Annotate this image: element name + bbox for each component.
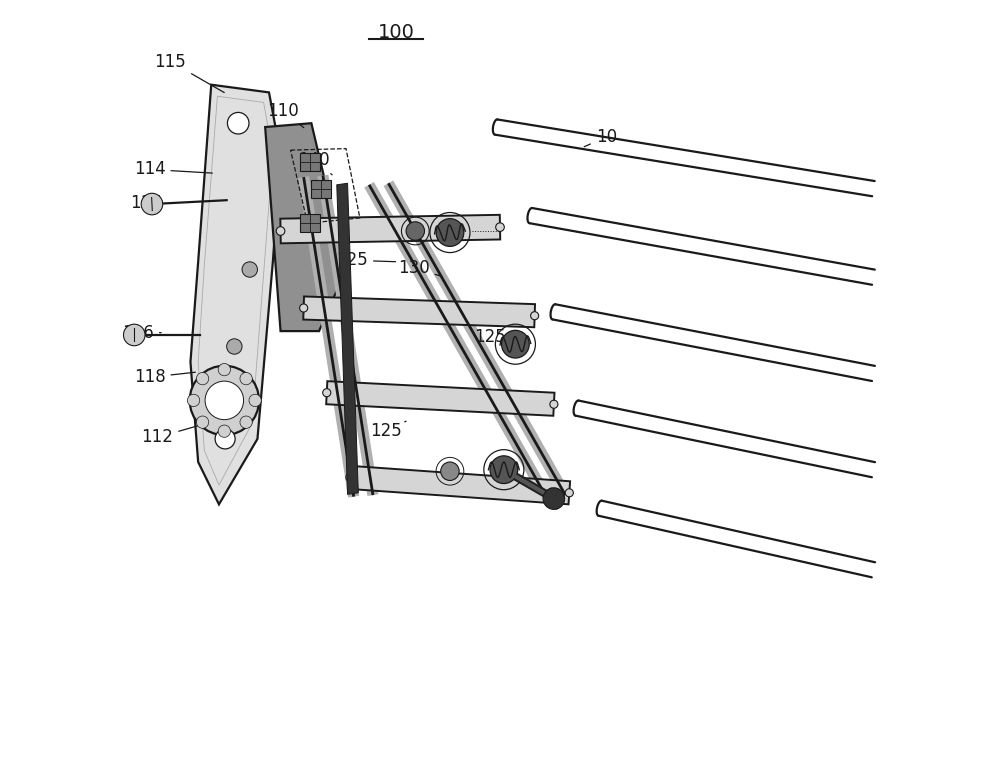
Circle shape bbox=[227, 339, 242, 354]
Text: 125: 125 bbox=[466, 482, 504, 500]
Circle shape bbox=[323, 389, 331, 397]
Polygon shape bbox=[337, 183, 358, 494]
Text: 116: 116 bbox=[122, 323, 161, 342]
Circle shape bbox=[242, 262, 257, 277]
Circle shape bbox=[406, 222, 425, 240]
Circle shape bbox=[436, 219, 464, 246]
Polygon shape bbox=[349, 466, 570, 504]
Polygon shape bbox=[303, 296, 535, 327]
Text: 10: 10 bbox=[584, 128, 617, 147]
FancyBboxPatch shape bbox=[311, 179, 331, 198]
Text: 112: 112 bbox=[141, 424, 203, 447]
Text: 114: 114 bbox=[134, 160, 212, 179]
Polygon shape bbox=[280, 215, 500, 243]
Circle shape bbox=[502, 330, 529, 358]
Circle shape bbox=[196, 416, 209, 428]
Circle shape bbox=[565, 489, 573, 497]
Polygon shape bbox=[190, 85, 281, 504]
Circle shape bbox=[531, 312, 539, 320]
Text: 115: 115 bbox=[155, 52, 224, 92]
Circle shape bbox=[205, 381, 244, 420]
Circle shape bbox=[550, 400, 558, 408]
Polygon shape bbox=[326, 381, 554, 416]
Circle shape bbox=[215, 429, 235, 449]
Circle shape bbox=[276, 226, 285, 236]
Circle shape bbox=[249, 394, 261, 407]
Circle shape bbox=[490, 456, 518, 484]
Text: 100: 100 bbox=[378, 23, 414, 42]
Circle shape bbox=[123, 324, 145, 346]
Circle shape bbox=[218, 425, 231, 437]
Circle shape bbox=[190, 366, 259, 435]
Circle shape bbox=[240, 416, 252, 428]
Text: 140: 140 bbox=[298, 151, 332, 175]
Circle shape bbox=[196, 373, 209, 385]
FancyBboxPatch shape bbox=[300, 152, 320, 171]
Text: 125: 125 bbox=[474, 328, 509, 346]
FancyBboxPatch shape bbox=[300, 214, 320, 233]
Circle shape bbox=[227, 112, 249, 134]
Text: 110: 110 bbox=[267, 102, 304, 128]
Text: 116: 116 bbox=[130, 193, 162, 212]
Circle shape bbox=[187, 394, 200, 407]
Text: 130: 130 bbox=[398, 259, 442, 277]
Text: 125: 125 bbox=[336, 251, 396, 270]
Circle shape bbox=[346, 474, 354, 481]
Circle shape bbox=[240, 373, 252, 385]
Circle shape bbox=[300, 304, 308, 312]
Text: 125: 125 bbox=[370, 421, 406, 440]
Circle shape bbox=[218, 363, 231, 376]
Circle shape bbox=[441, 462, 459, 480]
Circle shape bbox=[496, 223, 504, 232]
Circle shape bbox=[141, 193, 163, 215]
Polygon shape bbox=[265, 123, 346, 331]
Text: 118: 118 bbox=[134, 368, 195, 387]
Circle shape bbox=[543, 488, 565, 510]
Text: 120: 120 bbox=[336, 391, 375, 410]
